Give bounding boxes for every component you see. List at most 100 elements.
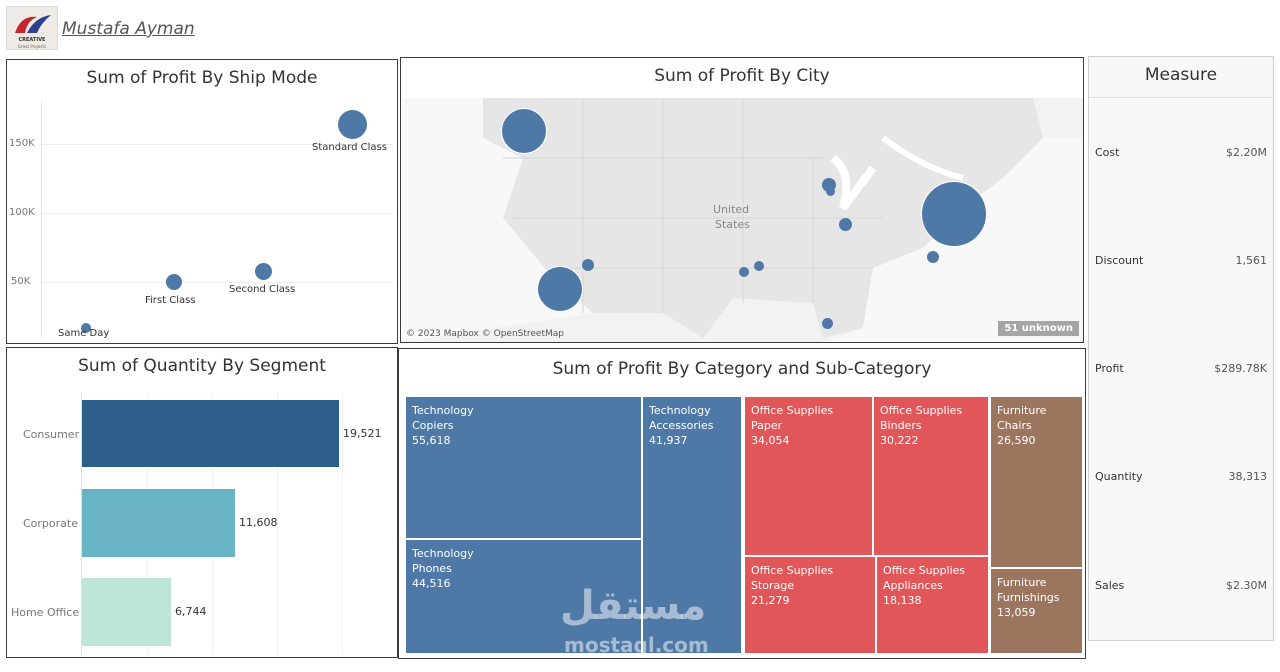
cell-category: Office Supplies [880, 404, 963, 417]
treemap-cell-accessories[interactable]: Technology Accessories 41,937 [642, 396, 742, 654]
unknown-badge[interactable]: 51 unknown [998, 321, 1079, 336]
map-area[interactable]: United States © 2023 Mapbox © OpenStreet… [403, 98, 1083, 342]
measure-panel: Measure Cost $2.20M Discount 1,561 Profit $… [1088, 56, 1274, 641]
data-point-standard-class[interactable] [338, 110, 367, 139]
city-bubble[interactable] [826, 187, 835, 196]
treemap-cell-storage[interactable]: Office Supplies Storage 21,279 [744, 556, 876, 654]
cell-category: Office Supplies [751, 564, 834, 577]
cell-category: Furniture [997, 404, 1047, 417]
divider [1089, 97, 1273, 98]
city-bubble[interactable] [582, 259, 594, 271]
cell-category: Office Supplies [751, 404, 834, 417]
treemap-cell-furnishings[interactable]: Furniture Furnishings 13,059 [990, 568, 1083, 654]
measure-name: Sales [1095, 579, 1125, 592]
map-place-label: United [713, 203, 750, 216]
bar-home-office[interactable] [82, 578, 171, 646]
cell-subcategory: Storage [751, 579, 795, 592]
cell-category: Office Supplies [883, 564, 966, 577]
cell-subcategory: Furnishings [997, 591, 1060, 604]
city-map-panel: Sum of Profit By City United States [400, 57, 1084, 343]
gridline [277, 393, 278, 655]
axis-line [81, 393, 82, 655]
segment-label: Corporate [23, 517, 78, 530]
treemap-cell-paper[interactable]: Office Supplies Paper 34,054 [744, 396, 873, 556]
author-name[interactable]: Mustafa Ayman [62, 19, 195, 39]
bar-value-label: 6,744 [175, 605, 207, 618]
y-tick-label: 100K [9, 207, 35, 218]
segment-label: Consumer [23, 428, 80, 441]
measure-name: Discount [1095, 254, 1144, 267]
measure-name: Quantity [1095, 470, 1143, 483]
treemap-cell-chairs[interactable]: Furniture Chairs 26,590 [990, 396, 1083, 568]
logo-mark-icon [15, 15, 51, 33]
cell-subcategory: Binders [880, 419, 922, 432]
cell-category: Technology [649, 404, 711, 417]
point-label-same-day: Same Day [58, 328, 110, 339]
gridline [41, 144, 393, 145]
city-bubble[interactable] [839, 218, 852, 231]
measure-value: $289.78K [1214, 362, 1267, 375]
cell-subcategory: Accessories [649, 419, 714, 432]
measure-title: Measure [1144, 65, 1218, 85]
gridline [41, 213, 393, 214]
city-bubble[interactable] [739, 267, 749, 277]
cell-category: Technology [412, 547, 474, 560]
segment-panel: Sum of Quantity By Segment Consumer 19,5… [6, 347, 398, 658]
measure-name: Cost [1095, 146, 1120, 159]
map-attribution[interactable]: © 2023 Mapbox © OpenStreetMap [406, 329, 564, 339]
y-tick-label: 50K [11, 276, 31, 287]
data-point-second-class[interactable] [255, 263, 272, 280]
cell-subcategory: Copiers [412, 419, 454, 432]
segment-title: Sum of Quantity By Segment [78, 356, 326, 376]
cell-value: 55,618 [412, 434, 451, 447]
point-label-standard-class: Standard Class [312, 142, 387, 153]
treemap-cell-phones[interactable]: Technology Phones 44,516 [405, 539, 642, 654]
city-bubble[interactable] [754, 261, 764, 271]
cell-subcategory: Phones [412, 562, 452, 575]
y-tick-label: 150K [9, 138, 35, 149]
cell-value: 13,059 [997, 606, 1036, 619]
cell-category: Technology [412, 404, 474, 417]
ship-mode-title: Sum of Profit By Ship Mode [86, 68, 318, 88]
watermark-latin: mostaql.com [564, 633, 709, 657]
data-point-first-class[interactable] [166, 274, 182, 290]
point-label-first-class: First Class [145, 295, 196, 306]
city-bubble[interactable] [921, 181, 987, 247]
watermark-arabic: مستقل [560, 583, 707, 629]
point-label-second-class: Second Class [229, 284, 296, 295]
measure-value: $2.20M [1226, 146, 1267, 159]
city-bubble[interactable] [537, 266, 583, 312]
treemap-panel: Sum of Profit By Category and Sub-Catego… [398, 348, 1086, 659]
data-point-same-day[interactable] [81, 323, 91, 333]
treemap-cell-copiers[interactable]: Technology Copiers 55,618 [405, 396, 642, 539]
city-bubble[interactable] [927, 251, 939, 263]
cell-value: 34,054 [751, 434, 790, 447]
measure-name: Profit [1095, 362, 1124, 375]
logo: CREATIVE Great Projects [6, 6, 58, 50]
gridline [342, 393, 343, 655]
measure-value: 38,313 [1228, 470, 1268, 483]
bar-corporate[interactable] [82, 489, 235, 557]
y-axis-line [41, 100, 42, 339]
segment-label: Home Office [11, 606, 80, 619]
cell-value: 26,590 [997, 434, 1036, 447]
treemap-title: Sum of Profit By Category and Sub-Catego… [552, 359, 932, 379]
cell-value: 18,138 [883, 594, 922, 607]
cell-category: Furniture [997, 576, 1047, 589]
cell-value: 41,937 [649, 434, 688, 447]
measure-value: 1,561 [1235, 254, 1268, 267]
cell-subcategory: Appliances [883, 579, 943, 592]
city-bubble[interactable] [822, 318, 833, 329]
cell-subcategory: Paper [751, 419, 783, 432]
bar-consumer[interactable] [82, 400, 339, 467]
treemap-cell-appliances[interactable]: Office Supplies Appliances 18,138 [876, 556, 989, 654]
logo-text: CREATIVE [18, 37, 46, 43]
map-place-label: States [715, 218, 750, 231]
gridline [41, 282, 393, 283]
treemap-cell-binders[interactable]: Office Supplies Binders 30,222 [873, 396, 989, 556]
city-map-title: Sum of Profit By City [654, 66, 830, 86]
cell-value: 21,279 [751, 594, 790, 607]
cell-value: 44,516 [412, 577, 451, 590]
city-bubble[interactable] [501, 108, 547, 154]
bar-value-label: 19,521 [343, 427, 382, 440]
